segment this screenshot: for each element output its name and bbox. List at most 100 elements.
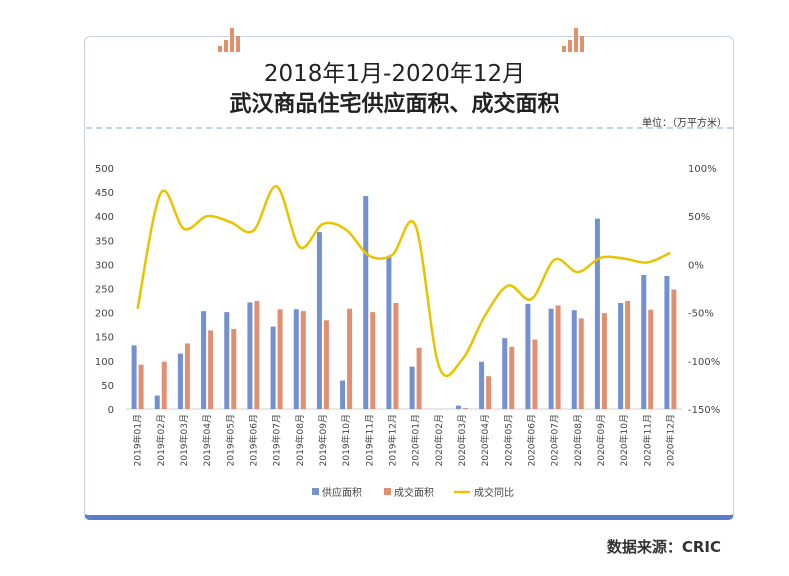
supply-bar — [594, 218, 600, 409]
legend-label: 成交面积 — [394, 486, 434, 499]
left-tick-label: 100 — [95, 357, 114, 368]
supply-bar — [386, 255, 392, 409]
sales-bar — [208, 330, 214, 409]
category-label: 2020年10月 — [618, 414, 630, 466]
supply-bar — [455, 405, 461, 409]
right-tick-label: -50% — [688, 309, 714, 320]
supply-bar — [409, 366, 415, 409]
supply-bar — [316, 232, 322, 409]
sales-bar — [648, 309, 654, 409]
supply-bar — [131, 345, 137, 409]
category-label: 2019年12月 — [386, 414, 398, 466]
category-label: 2020年05月 — [502, 414, 514, 466]
category-label: 2020年11月 — [641, 414, 653, 466]
left-tick-label: 500 — [95, 164, 114, 175]
category-label: 2020年03月 — [456, 414, 468, 466]
category-label: 2019年01月 — [132, 414, 144, 466]
category-label: 2019年04月 — [201, 414, 213, 466]
left-tick-label: 400 — [95, 212, 114, 223]
supply-bar — [154, 395, 160, 409]
supply-bar — [548, 308, 554, 409]
supply-bar — [571, 310, 577, 409]
legend-swatch — [384, 488, 391, 495]
left-tick-label: 150 — [95, 333, 114, 344]
sales-bar — [254, 301, 260, 409]
supply-bar — [293, 309, 299, 409]
category-label: 2020年01月 — [410, 414, 422, 466]
category-label: 2020年06月 — [525, 414, 537, 466]
left-tick-label: 0 — [108, 405, 114, 416]
right-tick-label: 0% — [688, 260, 704, 271]
category-label: 2019年05月 — [224, 414, 236, 466]
category-label: 2020年12月 — [664, 414, 676, 466]
right-tick-label: 50% — [688, 212, 710, 223]
chart-title: 武汉商品住宅供应面积、成交面积 — [229, 92, 560, 117]
left-tick-label: 350 — [95, 236, 114, 247]
supply-bar — [479, 361, 485, 409]
sales-bar — [184, 343, 190, 409]
left-tick-label: 250 — [95, 285, 114, 296]
sales-bar — [138, 364, 144, 409]
sales-bar — [555, 305, 561, 409]
sales-bar — [231, 328, 237, 409]
sales-bar — [532, 339, 538, 409]
supply-bar — [177, 353, 183, 409]
right-tick-label: -150% — [688, 405, 720, 416]
legend-swatch — [312, 488, 319, 495]
sales-bar — [486, 376, 492, 409]
category-label: 2020年02月 — [433, 414, 445, 466]
category-label: 2019年10月 — [340, 414, 352, 466]
chart-plot: 0 50 100 150 200 250 300 350 400 450 500 -150% -100%… — [95, 164, 720, 499]
legend-label: 供应面积 — [322, 486, 362, 499]
category-label: 2020年09月 — [595, 414, 607, 466]
right-tick-label: -100% — [688, 357, 720, 368]
supply-bar — [363, 195, 369, 409]
sales-bar — [578, 318, 584, 409]
supply-bar — [502, 338, 508, 409]
left-tick-label: 50 — [101, 381, 114, 392]
supply-bar — [224, 312, 230, 409]
sales-bar — [625, 301, 631, 409]
sales-bar — [601, 313, 607, 409]
category-label: 2019年11月 — [363, 414, 375, 466]
supply-bar — [525, 303, 531, 409]
sales-bar — [300, 311, 306, 409]
chart-card — [84, 36, 734, 520]
sales-bar — [462, 408, 468, 409]
supply-bar — [270, 326, 276, 409]
sales-bar — [416, 347, 422, 409]
sales-bar — [161, 361, 167, 409]
category-label: 2019年09月 — [317, 414, 329, 466]
chart-title-period: 2018年1月-2020年12月 — [263, 61, 526, 87]
left-tick-label: 450 — [95, 188, 114, 199]
supply-bar — [247, 302, 253, 409]
yoy-line — [136, 185, 671, 378]
supply-bar — [641, 275, 647, 409]
supply-bar — [664, 275, 670, 409]
sales-bar — [671, 289, 677, 409]
left-tick-label: 200 — [95, 309, 114, 320]
sales-bar — [347, 308, 353, 409]
category-label: 2019年07月 — [271, 414, 283, 466]
category-label: 2019年02月 — [155, 414, 167, 466]
supply-bar — [618, 302, 624, 409]
supply-bar — [340, 380, 346, 409]
legend-label: 成交同比 — [474, 486, 514, 499]
right-tick-label: 100% — [688, 164, 717, 175]
category-label: 2020年04月 — [479, 414, 491, 466]
category-label: 2019年03月 — [178, 414, 190, 466]
left-tick-label: 300 — [95, 260, 114, 271]
unit-label: 单位：（万平方米） — [642, 118, 727, 129]
source-label: 数据来源：CRIC — [606, 538, 721, 556]
divider — [86, 127, 733, 129]
category-label: 2019年08月 — [294, 414, 306, 466]
sales-bar — [393, 302, 399, 409]
sales-bar — [323, 320, 329, 409]
sales-bar — [370, 312, 376, 409]
category-label: 2019年06月 — [247, 414, 259, 466]
category-label: 2020年08月 — [572, 414, 584, 466]
category-label: 2020年07月 — [549, 414, 561, 466]
supply-bar — [201, 311, 207, 409]
sales-bar — [509, 346, 515, 409]
sales-bar — [277, 309, 283, 409]
